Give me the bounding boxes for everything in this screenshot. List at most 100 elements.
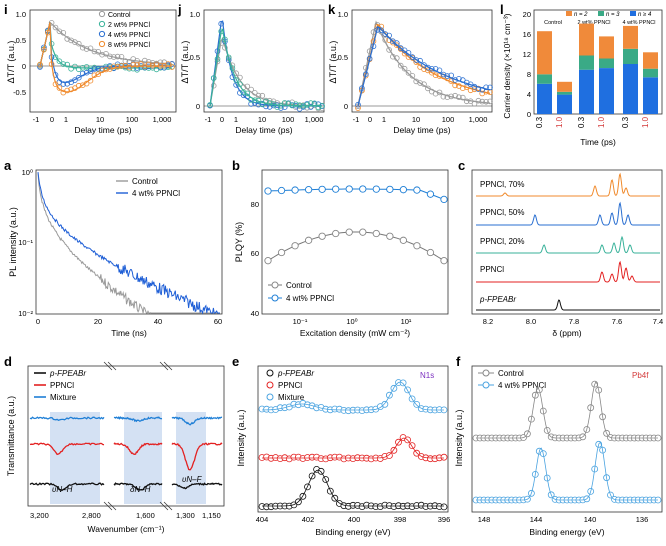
plqy-point-4wt — [264, 187, 272, 195]
legend-b-4wt: 4 wt% PPNCl — [286, 294, 334, 303]
group-l-control: Control — [544, 20, 562, 26]
ta-point-i-3 — [118, 63, 125, 69]
ta-point-i-1 — [72, 63, 78, 70]
xps-n1s-point-1 — [385, 452, 393, 459]
xtick-a-2: 40 — [154, 317, 162, 326]
ytick-j-0: 0 — [196, 102, 200, 111]
bar-l-4-n4 — [623, 64, 638, 114]
xtick-c-2: 7.8 — [569, 317, 579, 326]
panel-d: d Transmittance (a.u.) p-FPEABr PPNCl Mi… — [4, 354, 225, 534]
ta-point-i-0 — [52, 24, 59, 31]
ta-point-i-0 — [87, 45, 94, 52]
ta-point-i-1 — [60, 61, 67, 67]
ftir-trace-0-1 — [113, 416, 163, 423]
axes-d — [27, 365, 225, 507]
xlabel-d: Wavenumber (cm⁻¹) — [88, 524, 165, 534]
legend-e-fpeabr: p-FPEABr — [277, 369, 314, 378]
ftir-trace-2-0 — [29, 482, 105, 492]
xps-n1s-fit-0 — [261, 381, 444, 411]
ytick-i-1: 0 — [22, 62, 26, 71]
ta-point-i-0 — [103, 50, 109, 57]
xlabel-l: Time (ps) — [580, 137, 616, 147]
plqy-point-4wt — [440, 195, 448, 204]
xlabel-j: Delay time (ps) — [235, 125, 292, 135]
series-j — [207, 20, 325, 112]
ta-point-i-3 — [64, 87, 70, 94]
ta-point-k-0 — [417, 80, 423, 86]
xtick-f-1: 144 — [530, 515, 543, 524]
xtick-b-2: 10¹ — [401, 317, 412, 326]
panel-f: f Intensity (a.u.) Pb4f Control 4 wt% PP… — [454, 354, 663, 537]
legend-d-ppncl: PPNCl — [50, 381, 74, 390]
nmr-label-70: PPNCl, 70% — [480, 180, 524, 189]
ta-point-i-3 — [111, 63, 117, 70]
nmr-spectrum-0 — [476, 172, 660, 197]
xtick-i-3: 10 — [96, 115, 104, 124]
ftir-trace-2-1 — [113, 482, 163, 491]
bar-l-3-n4 — [599, 68, 614, 114]
ta-point-i-3 — [56, 85, 63, 91]
bar-l-2-n4 — [579, 69, 594, 114]
axes-j — [203, 9, 325, 113]
bar-l-2-n3 — [579, 55, 594, 70]
axes-l — [533, 9, 663, 115]
plqy-point-control — [359, 228, 367, 236]
panel-label-l: l — [500, 2, 504, 17]
legend-f-control: Control — [498, 369, 524, 378]
ytick-k-2: 1.0 — [338, 10, 348, 19]
nmr-label-50: PPNCl, 50% — [480, 208, 524, 217]
xps-n1s-point-2 — [317, 467, 325, 475]
ta-point-j-2 — [244, 90, 251, 97]
plqy-point-4wt — [413, 186, 421, 194]
ta-point-k-0 — [463, 98, 470, 105]
panel-j: j ΔT/T (a.u.) 0 0.5 1.0 -1 0 1 10 100 1,… — [177, 2, 325, 135]
ytick-l-3: 12 — [523, 50, 531, 59]
xtick-j-2: 1 — [234, 115, 238, 124]
xtick-e-1: 402 — [302, 515, 315, 524]
tag-e: N1s — [420, 371, 434, 380]
legend-f: Control 4 wt% PPNCl — [478, 369, 546, 390]
bar-l-0-n3 — [537, 74, 552, 84]
ta-point-k-2 — [428, 66, 435, 72]
xtick-j-5: 1,000 — [305, 115, 324, 124]
xtick-c-1: 8.0 — [526, 317, 536, 326]
xlabel-a: Time (ns) — [111, 328, 147, 338]
ta-point-i-0 — [91, 48, 98, 55]
bar-l-3-n3 — [599, 58, 614, 68]
xlabel-b: Excitation density (mW cm⁻²) — [300, 328, 410, 338]
panel-label-b: b — [232, 158, 240, 173]
ftir-trace-1-0 — [29, 442, 105, 456]
xtick-e-3: 398 — [394, 515, 407, 524]
axes-c — [471, 169, 663, 315]
series-b — [264, 185, 448, 265]
plqy-point-control — [332, 229, 340, 238]
ytick-l-0: 0 — [527, 110, 531, 119]
ytick-j-1: 0.5 — [190, 53, 200, 62]
ylabel-e: Intensity (a.u.) — [236, 409, 246, 466]
bar-l-4-n3 — [623, 48, 638, 64]
plqy-point-control — [345, 228, 353, 236]
xticks-l: 0.3 1.0 0.3 1.0 0.3 1.0 — [535, 116, 650, 128]
xtick-j-1: 0 — [220, 115, 224, 124]
xtick-a-3: 60 — [214, 317, 222, 326]
legend-d: p-FPEABr PPNCl Mixture — [34, 369, 86, 402]
legend-a-control: Control — [132, 177, 158, 186]
xtick-l-1: 1.0 — [555, 116, 564, 128]
ytick-i-2: 0.5 — [16, 36, 26, 45]
xlabel-f: Binding energy (eV) — [529, 527, 604, 537]
xtick-d-3: 1,300 — [176, 511, 195, 520]
xtick-l-3: 1.0 — [597, 116, 606, 128]
ytick-k-1: 0.5 — [338, 53, 348, 62]
xtick-k-5: 1,000 — [469, 115, 488, 124]
xps-n1s-point-0 — [399, 379, 407, 387]
plqy-point-4wt — [345, 185, 353, 193]
xtick-e-2: 400 — [348, 515, 361, 524]
xtick-d-2: 1,600 — [136, 511, 155, 520]
ta-fit-j-1 — [209, 20, 322, 107]
panel-a: a PL intensity (a.u.) 10⁰ 10⁻¹ 10⁻² 0 20… — [4, 158, 223, 338]
plqy-point-control — [440, 257, 448, 265]
bar-l-0-n2 — [537, 31, 552, 75]
ta-point-i-1 — [64, 61, 70, 68]
bar-l-1-n2 — [557, 81, 572, 92]
panel-b: b PLQY (%) 40 60 80 10⁻¹ 10⁰ 10¹ Excitat… — [232, 158, 449, 338]
